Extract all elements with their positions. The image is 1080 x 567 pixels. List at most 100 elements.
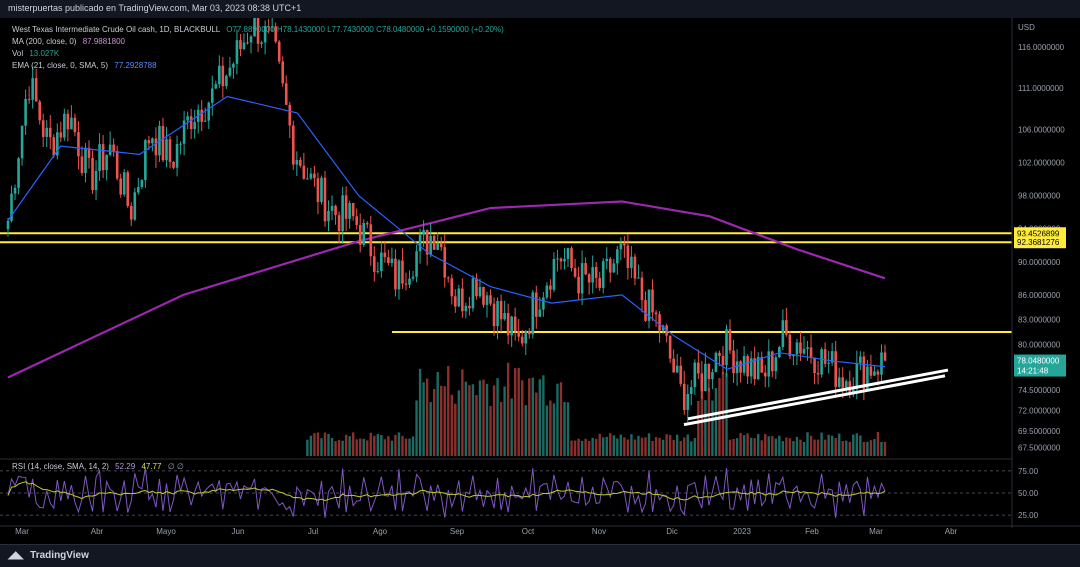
volume-bar [728, 439, 732, 456]
volume-bar [602, 437, 605, 456]
volume-bar [714, 388, 718, 456]
volume-bar [880, 441, 883, 456]
candle-body [503, 313, 506, 320]
candle-body [380, 252, 383, 272]
legend-rsi-label: RSI (14, close, SMA, 14, 2) [12, 462, 109, 471]
candle-body [763, 372, 767, 377]
volume-bar [330, 437, 334, 456]
price-tick-label: 80.0000000 [1018, 340, 1061, 349]
volume-bar [489, 405, 492, 456]
currency-label: USD [1018, 23, 1035, 32]
candle-body [535, 292, 538, 317]
candle-body [559, 258, 563, 262]
volume-bar [647, 433, 651, 456]
volume-bar [362, 438, 365, 456]
legend-vol-value: 13.027K [29, 49, 60, 58]
price-tick-label: 90.0000000 [1018, 258, 1061, 267]
volume-bar [707, 387, 711, 456]
candle-body [401, 260, 404, 284]
volume-bar [802, 441, 806, 456]
volume-bar [517, 367, 520, 456]
candle-body [274, 26, 277, 42]
price-tick-label: 67.5000000 [1018, 444, 1061, 453]
rsi-tick-label: 50.00 [1018, 489, 1039, 498]
volume-bar [387, 436, 390, 456]
time-tick-label: Feb [805, 527, 819, 536]
volume-bar [499, 402, 503, 456]
candle-body [866, 366, 869, 389]
candle-body [387, 257, 390, 264]
candle-body [450, 278, 454, 297]
last-price-tag [1014, 354, 1066, 377]
candle-body [59, 132, 63, 138]
candle-body [232, 63, 235, 68]
candle-body [108, 144, 112, 155]
candle-body [418, 234, 422, 252]
tradingview-logo-icon: ◢◣ [8, 550, 24, 561]
candle-body [837, 377, 841, 387]
volume-bar [806, 432, 809, 456]
candle-body [605, 258, 609, 262]
candle-body [63, 113, 66, 138]
candle-body [337, 215, 341, 232]
candle-body [20, 125, 24, 159]
candle-body [41, 120, 45, 137]
price-chart[interactable]: USD 116.0000000 111.0000000 106.0000000 102.… [0, 18, 1080, 544]
volume-bar [538, 379, 542, 456]
candle-body [679, 365, 683, 384]
candle-body [397, 260, 401, 290]
time-tick-label: Sep [450, 527, 465, 536]
level-tag [1014, 236, 1066, 249]
time-tick-label: Nov [592, 527, 606, 536]
volume-bar [830, 435, 834, 456]
volume-bar [580, 440, 584, 456]
publisher-text: misterpuertas publicado en TradingView.c… [8, 3, 302, 13]
candle-body [883, 352, 887, 361]
volume-bar [366, 440, 369, 456]
candle-body [735, 361, 739, 374]
volume-bar [683, 437, 686, 456]
volume-bar [859, 435, 862, 456]
volume-bar [344, 434, 348, 456]
legend-ma-row: MA (200, close, 0) 87.9881800 [12, 37, 125, 46]
candle-body [94, 170, 98, 191]
candle-body [563, 258, 566, 262]
candle-body [432, 235, 436, 250]
candle-body [348, 203, 351, 219]
candle-body [334, 205, 337, 216]
legend-ema-label: EMA (21, close, 0, SMA, 5) [12, 61, 109, 70]
volume-bar [767, 436, 770, 456]
legend-vol-label: Vol [12, 49, 24, 58]
volume-bar [401, 435, 404, 456]
candle-body [587, 274, 591, 283]
candle-body [464, 305, 468, 312]
candle-body [91, 157, 94, 191]
volume-bar [351, 432, 355, 456]
candle-body [513, 316, 517, 332]
candle-body [267, 26, 270, 28]
candle-body [577, 276, 580, 294]
candle-body [225, 75, 228, 87]
rsi-tick-label: 75.00 [1018, 467, 1039, 476]
candle-body [774, 357, 778, 372]
volume-bar [355, 439, 358, 456]
candle-body [309, 173, 313, 179]
candle-body [844, 381, 848, 388]
volume-bar [848, 441, 851, 456]
time-tick-label: Mar [869, 527, 883, 536]
volume-bar [799, 439, 802, 456]
volume-bar [668, 435, 672, 456]
tradingview-brand[interactable]: ◢◣ TradingView [8, 550, 89, 561]
time-tick-label: Ago [373, 527, 388, 536]
volume-bar [690, 441, 693, 456]
candle-body [753, 358, 756, 380]
volume-bar [390, 440, 394, 456]
candle-body [144, 140, 147, 181]
volume-bar [697, 400, 700, 456]
candle-body [73, 117, 77, 133]
volume-bar [404, 438, 408, 456]
candle-body [461, 288, 464, 312]
volume-bar [411, 436, 415, 456]
candle-body [179, 143, 182, 145]
volume-bar [380, 434, 383, 456]
